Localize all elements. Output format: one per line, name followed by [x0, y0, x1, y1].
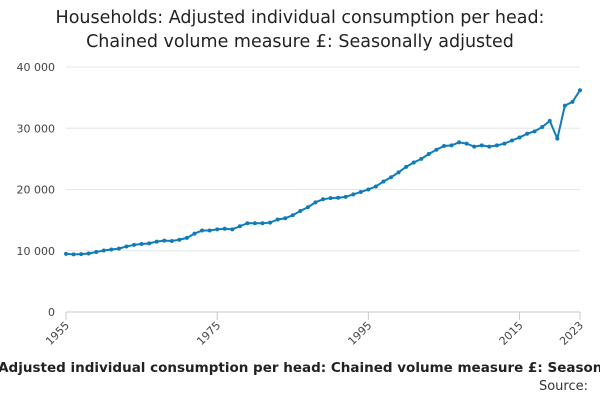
- y-tick-label: 0: [48, 306, 55, 319]
- x-tick-label: 2023: [557, 319, 586, 348]
- data-point[interactable]: [547, 118, 552, 123]
- data-point[interactable]: [79, 252, 84, 257]
- data-point[interactable]: [381, 179, 386, 184]
- data-point[interactable]: [404, 164, 409, 169]
- data-point[interactable]: [169, 238, 174, 243]
- data-point[interactable]: [464, 141, 469, 146]
- data-point[interactable]: [200, 228, 205, 233]
- data-point[interactable]: [313, 200, 318, 205]
- data-point[interactable]: [532, 129, 537, 134]
- data-point[interactable]: [154, 239, 159, 244]
- data-point[interactable]: [305, 205, 310, 210]
- data-point[interactable]: [441, 144, 446, 149]
- data-point[interactable]: [222, 226, 227, 231]
- data-point[interactable]: [502, 141, 507, 146]
- data-point[interactable]: [494, 143, 499, 148]
- chart-title: Households: Adjusted individual consumpt…: [0, 6, 600, 54]
- data-point[interactable]: [351, 192, 356, 197]
- data-point[interactable]: [555, 136, 560, 141]
- data-point[interactable]: [260, 221, 265, 226]
- data-point[interactable]: [132, 242, 137, 247]
- data-point[interactable]: [449, 143, 454, 148]
- y-tick-label: 40 000: [17, 61, 56, 74]
- data-point[interactable]: [298, 208, 303, 213]
- data-point[interactable]: [162, 238, 167, 243]
- data-point[interactable]: [419, 156, 424, 161]
- data-point[interactable]: [343, 194, 348, 199]
- chart-title-line-1: Households: Adjusted individual consumpt…: [55, 8, 545, 28]
- data-point[interactable]: [426, 151, 431, 156]
- data-point[interactable]: [472, 144, 477, 149]
- data-point[interactable]: [184, 235, 189, 240]
- data-point[interactable]: [94, 249, 99, 254]
- data-point[interactable]: [139, 242, 144, 247]
- data-point[interactable]: [321, 197, 325, 202]
- data-point[interactable]: [509, 138, 514, 143]
- gridlines: [66, 66, 580, 252]
- data-point[interactable]: [487, 144, 492, 149]
- x-tick-label: 1955: [43, 319, 72, 348]
- data-point[interactable]: [525, 131, 530, 136]
- data-point[interactable]: [101, 248, 106, 253]
- data-point[interactable]: [109, 247, 114, 252]
- data-point[interactable]: [147, 241, 152, 246]
- data-point[interactable]: [283, 216, 288, 221]
- data-point[interactable]: [64, 251, 68, 256]
- data-point[interactable]: [177, 237, 182, 242]
- y-tick-label: 10 000: [17, 245, 56, 258]
- data-point[interactable]: [116, 246, 121, 251]
- data-point[interactable]: [373, 184, 378, 189]
- x-axis-ticks: 1955 1975 1995 2015 2023: [43, 312, 586, 348]
- data-point[interactable]: [517, 135, 522, 140]
- y-tick-label: 20 000: [17, 184, 56, 197]
- data-point[interactable]: [389, 175, 394, 180]
- data-point[interactable]: [215, 227, 220, 232]
- footer-caption-text: Households: Adjusted individual consumpt…: [0, 360, 600, 376]
- x-tick-label: 2015: [497, 319, 526, 348]
- data-point[interactable]: [252, 221, 257, 226]
- series-line: [65, 89, 581, 256]
- data-point[interactable]: [328, 196, 333, 201]
- data-point[interactable]: [366, 187, 371, 192]
- data-point[interactable]: [540, 125, 545, 130]
- data-point[interactable]: [290, 213, 295, 218]
- data-point[interactable]: [479, 143, 484, 148]
- data-point[interactable]: [268, 220, 273, 225]
- source-label: Source:: [538, 379, 588, 394]
- data-series: [64, 88, 582, 257]
- data-point[interactable]: [434, 147, 439, 152]
- data-point[interactable]: [237, 224, 242, 229]
- data-point[interactable]: [192, 231, 197, 236]
- data-point[interactable]: [570, 99, 575, 104]
- chart-title-line-2: Chained volume measure £: Seasonally adj…: [86, 32, 514, 52]
- x-tick-label: 1995: [345, 319, 374, 348]
- data-point[interactable]: [207, 228, 212, 233]
- data-point[interactable]: [336, 195, 341, 200]
- y-tick-label: 30 000: [17, 122, 56, 135]
- data-point[interactable]: [396, 170, 401, 175]
- data-point[interactable]: [230, 227, 235, 232]
- data-point[interactable]: [457, 140, 462, 145]
- x-tick-label: 1975: [194, 319, 223, 348]
- data-point[interactable]: [358, 189, 363, 194]
- y-axis-ticks: 0 10 000 20 000 30 000 40 000: [17, 61, 56, 319]
- data-point[interactable]: [578, 88, 582, 93]
- data-point[interactable]: [562, 103, 567, 108]
- data-point[interactable]: [411, 160, 416, 165]
- data-point[interactable]: [245, 221, 250, 226]
- footer-caption: Households: Adjusted individual consumpt…: [0, 360, 600, 376]
- data-point[interactable]: [275, 217, 280, 222]
- data-point[interactable]: [71, 252, 76, 257]
- data-point[interactable]: [124, 244, 129, 249]
- data-point[interactable]: [86, 251, 91, 256]
